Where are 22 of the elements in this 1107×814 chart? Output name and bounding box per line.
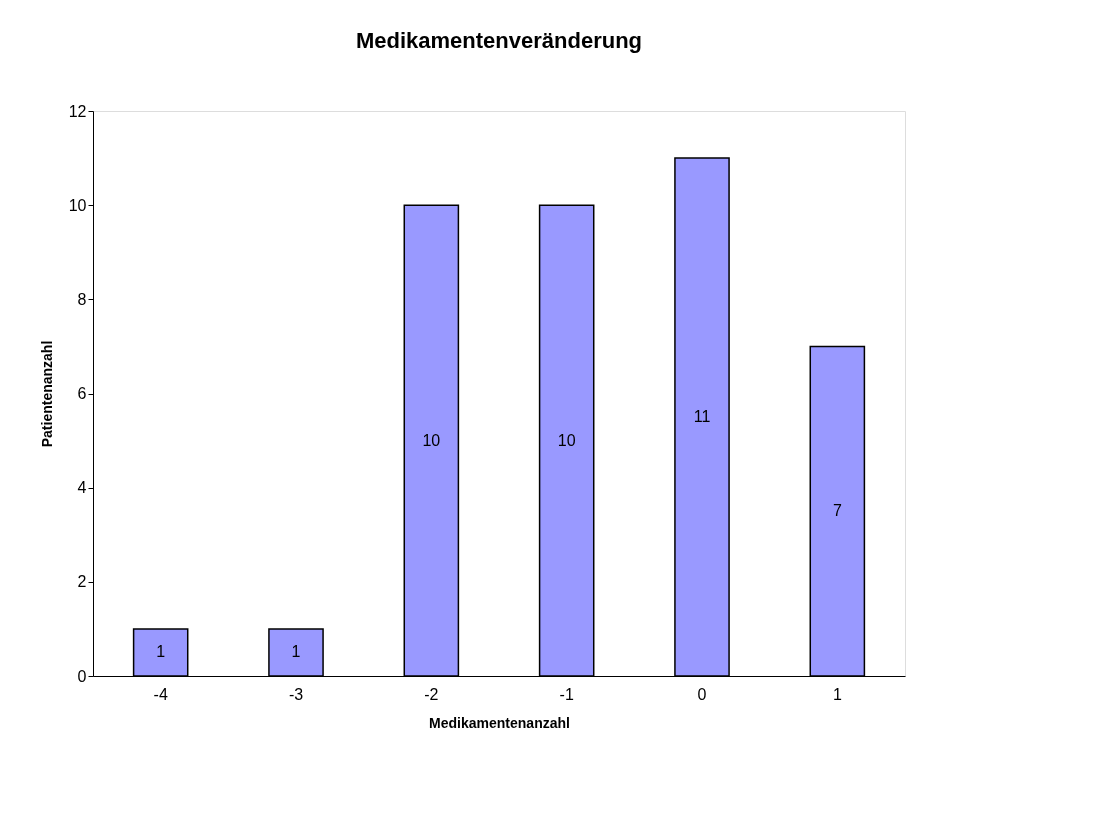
x-axis-title: Medikamentenanzahl	[429, 714, 570, 731]
y-tick-label: 8	[77, 290, 87, 308]
x-tick-label: 0	[697, 685, 707, 703]
data-label: 11	[693, 408, 711, 426]
data-label: 7	[832, 502, 842, 520]
data-label: 10	[422, 431, 441, 449]
chart-title: Medikamentenveränderung	[355, 28, 643, 53]
y-tick-label: 4	[77, 479, 87, 497]
x-tick-label: -1	[559, 685, 574, 703]
y-tick-label: 0	[77, 667, 87, 685]
data-label: 1	[156, 643, 166, 661]
x-tick-label: -3	[288, 685, 304, 703]
y-tick-label: 10	[68, 196, 87, 214]
x-tick-label: -4	[153, 685, 168, 703]
data-label: 10	[557, 431, 576, 449]
x-tick-label: 1	[832, 685, 842, 703]
y-tick-label: 2	[77, 573, 87, 591]
y-tick-label: 6	[77, 385, 87, 402]
data-label: 1	[291, 643, 301, 661]
x-tick-label: -2	[424, 685, 439, 703]
y-axis-title: Patientenanzahl	[38, 340, 55, 448]
y-tick-label: 12	[68, 102, 87, 120]
